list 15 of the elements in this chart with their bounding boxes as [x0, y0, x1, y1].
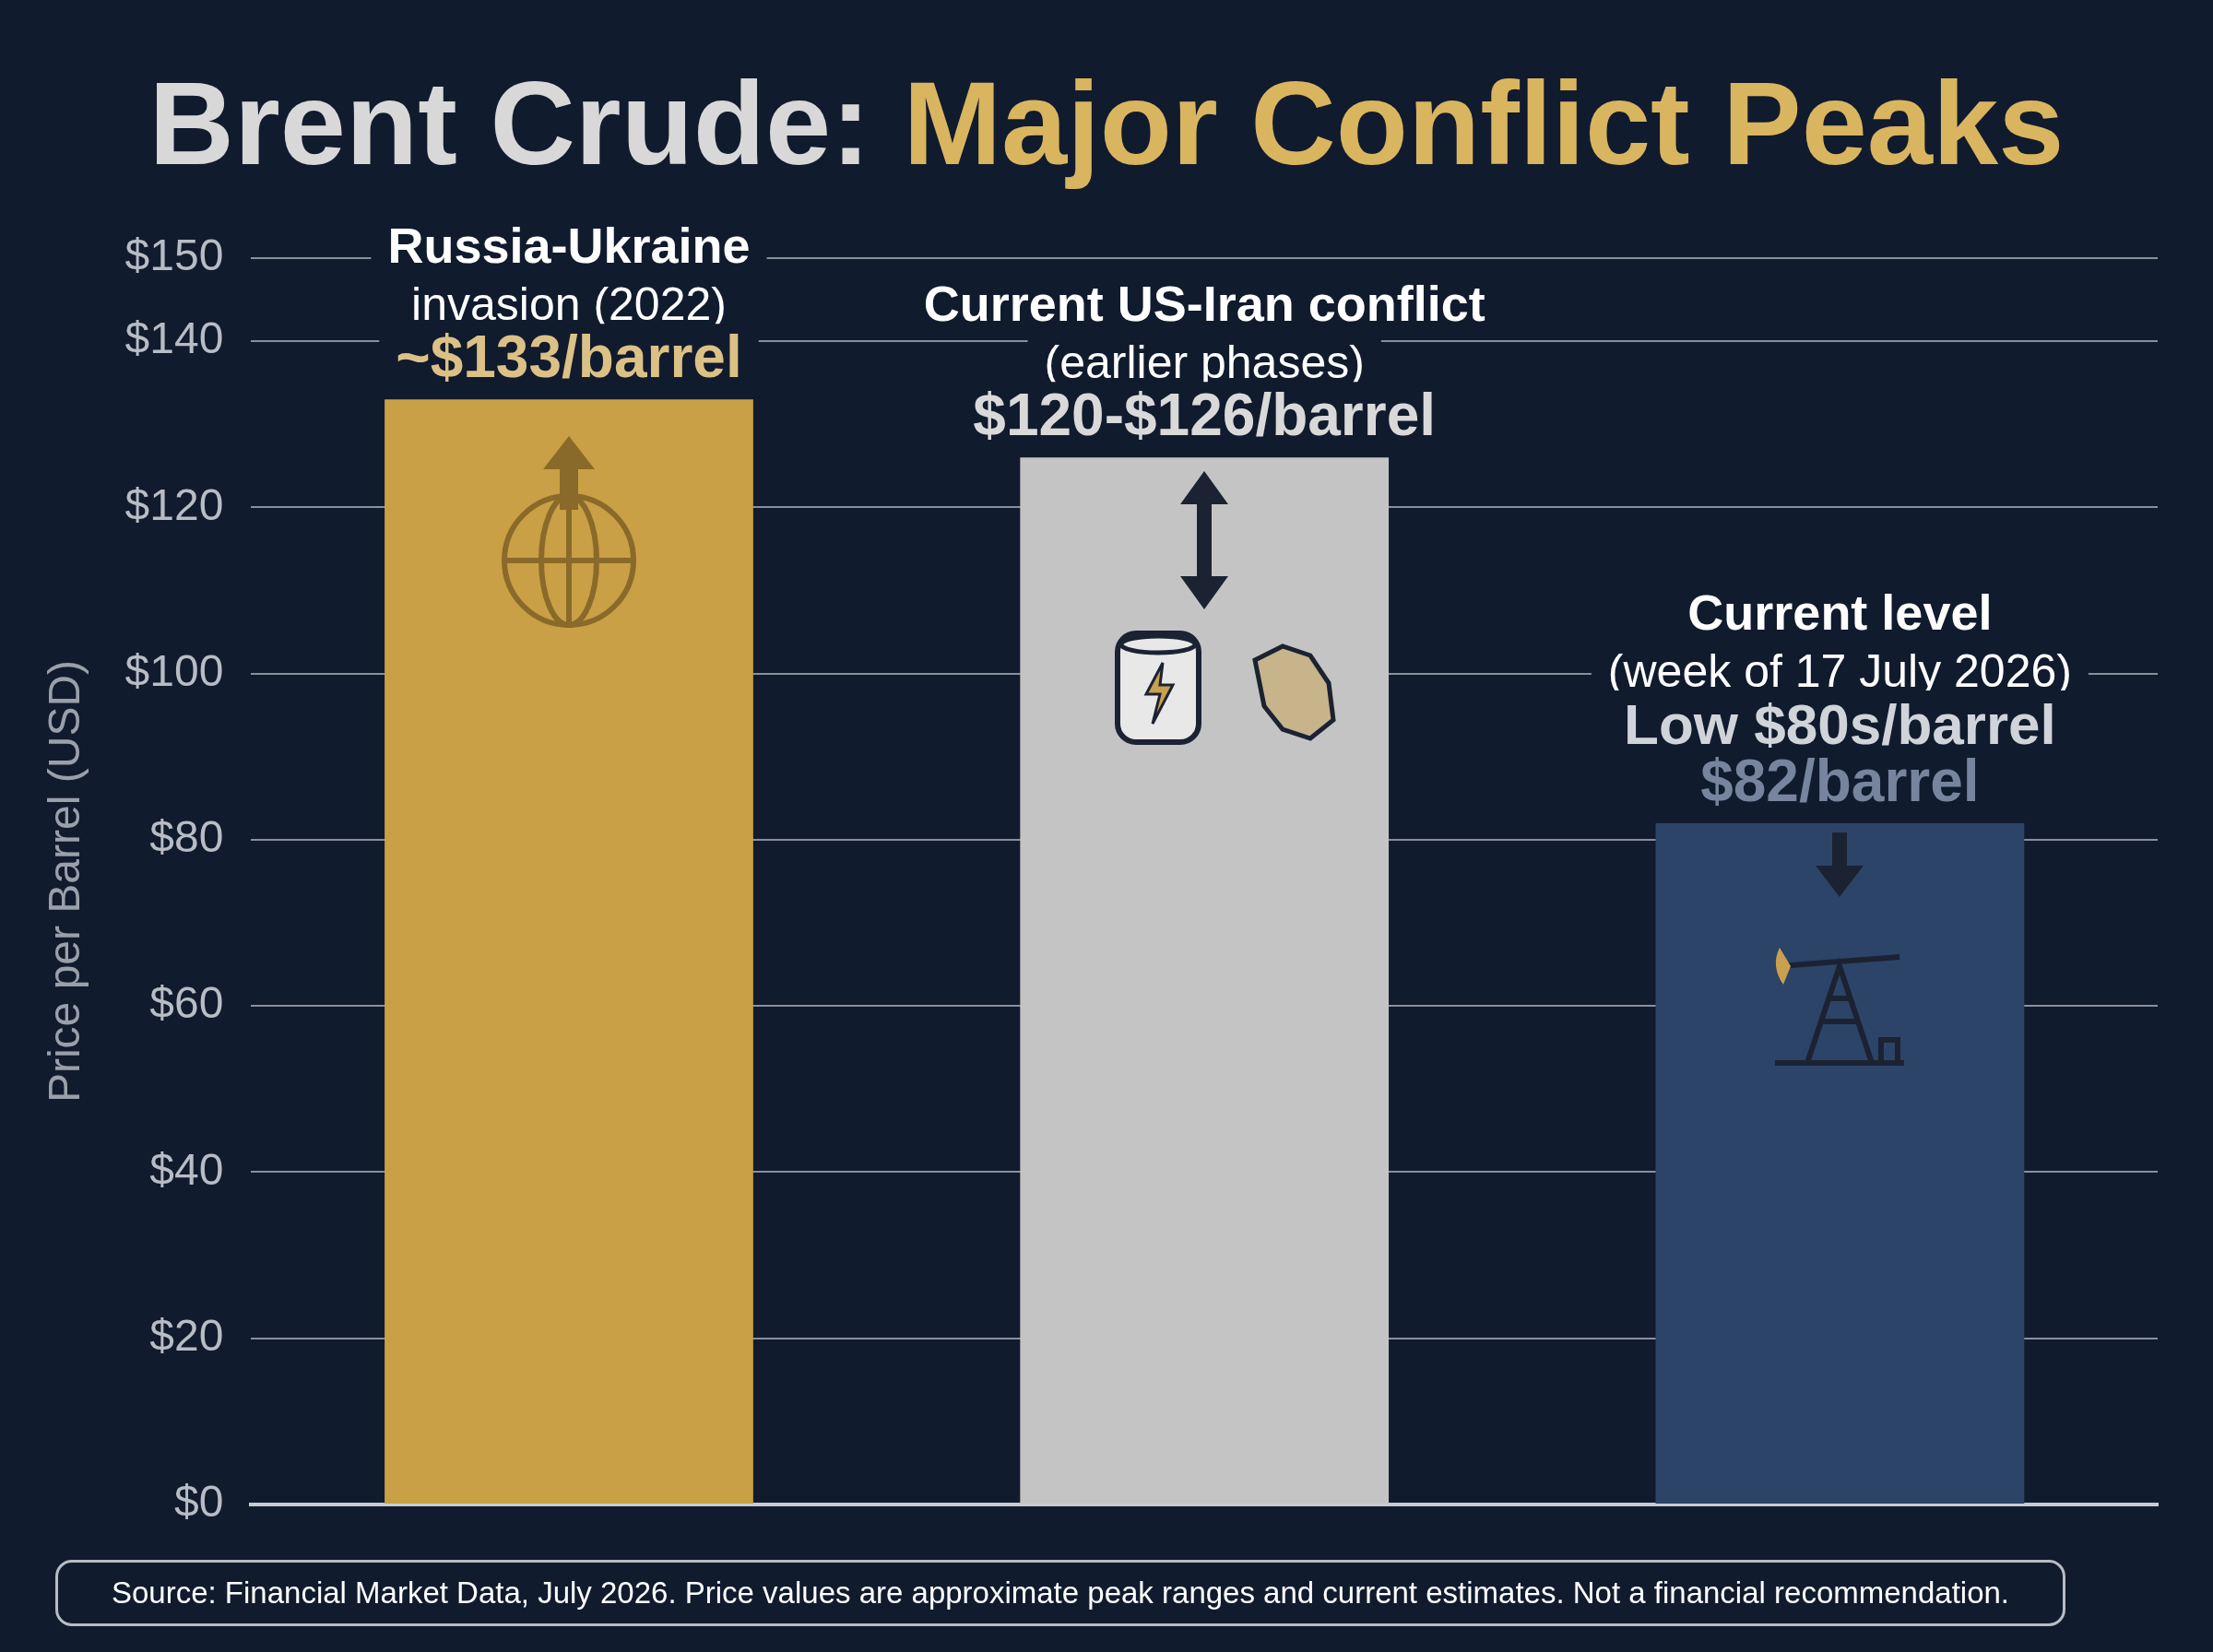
- chart-title: Brent Crude: Major Conflict Peaks: [148, 57, 2065, 189]
- bar: [1655, 822, 2025, 1504]
- y-tick-label: $140: [124, 313, 224, 363]
- bar: [1020, 457, 1390, 1504]
- y-tick-label: $40: [149, 1144, 224, 1194]
- y-tick-label: $60: [149, 978, 224, 1028]
- bar: [385, 399, 753, 1504]
- y-tick-label: $0: [173, 1477, 224, 1527]
- y-tick-label: $120: [124, 479, 224, 529]
- y-tick-label: $100: [124, 645, 224, 695]
- y-tick-label: $20: [149, 1310, 224, 1360]
- source-note: Source: Financial Market Data, July 2026. Price values are approximate peak ranges and current estimates. Not a financial recommendation.: [55, 1560, 2065, 1626]
- y-tick-label: $80: [149, 812, 224, 862]
- y-axis-title: Price per Barrel (USD): [40, 659, 89, 1103]
- y-tick-label: $150: [124, 230, 224, 280]
